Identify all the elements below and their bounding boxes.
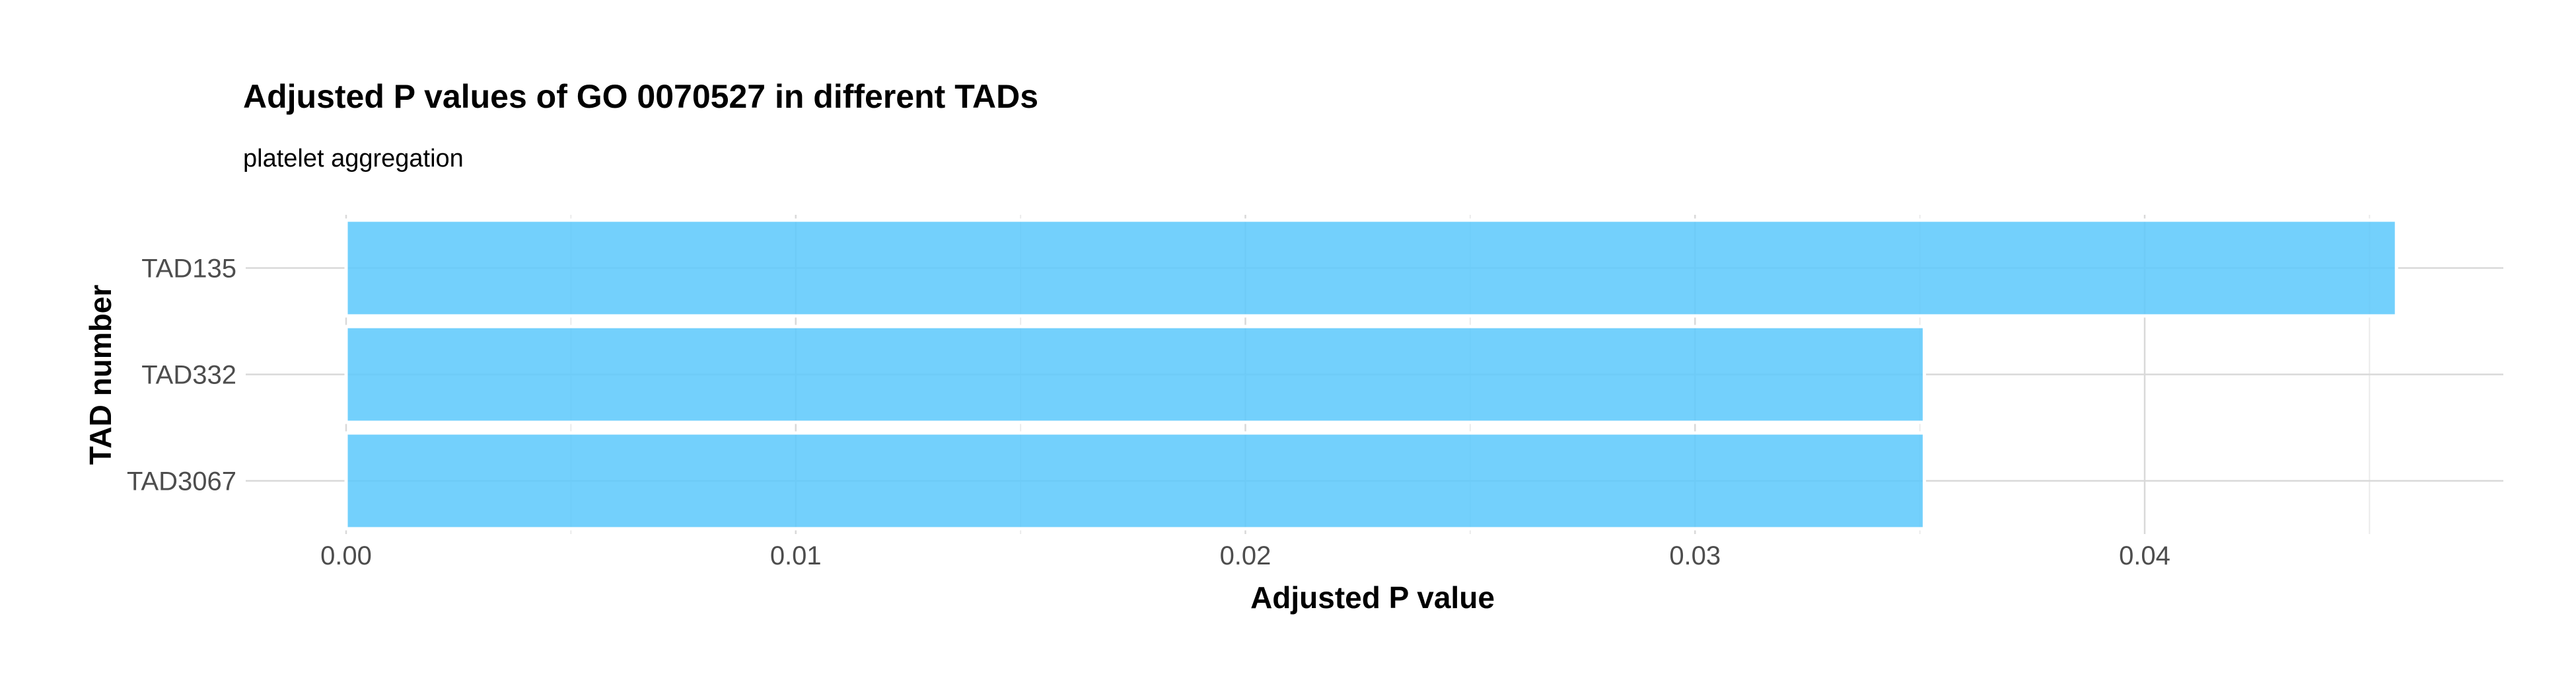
x-tick-label: 0.03 (1669, 541, 1721, 570)
chart-subtitle: platelet aggregation (243, 145, 464, 173)
y-tick-label: TAD3067 (127, 467, 236, 496)
y-tick-labels: TAD135 TAD332 TAD3067 (127, 254, 236, 496)
chart-title: Adjusted P values of GO 0070527 in diffe… (243, 78, 1038, 115)
x-tick-label: 0.01 (770, 541, 822, 570)
x-tick-labels: 0.00 0.01 0.02 0.03 0.04 (320, 541, 2170, 570)
x-axis-title: Adjusted P value (1250, 580, 1495, 615)
bar-tad332 (344, 325, 1926, 424)
x-tick-label: 0.02 (1220, 541, 1271, 570)
bar-tad3067 (344, 431, 1926, 531)
bar-tad135 (344, 218, 2398, 318)
y-tick-label: TAD135 (141, 254, 236, 284)
x-tick-label: 0.00 (320, 541, 372, 570)
y-axis-title: TAD number (83, 285, 118, 465)
x-tick-label: 0.04 (2119, 541, 2170, 570)
bars-group (344, 218, 2398, 531)
y-tick-label: TAD332 (141, 361, 236, 390)
